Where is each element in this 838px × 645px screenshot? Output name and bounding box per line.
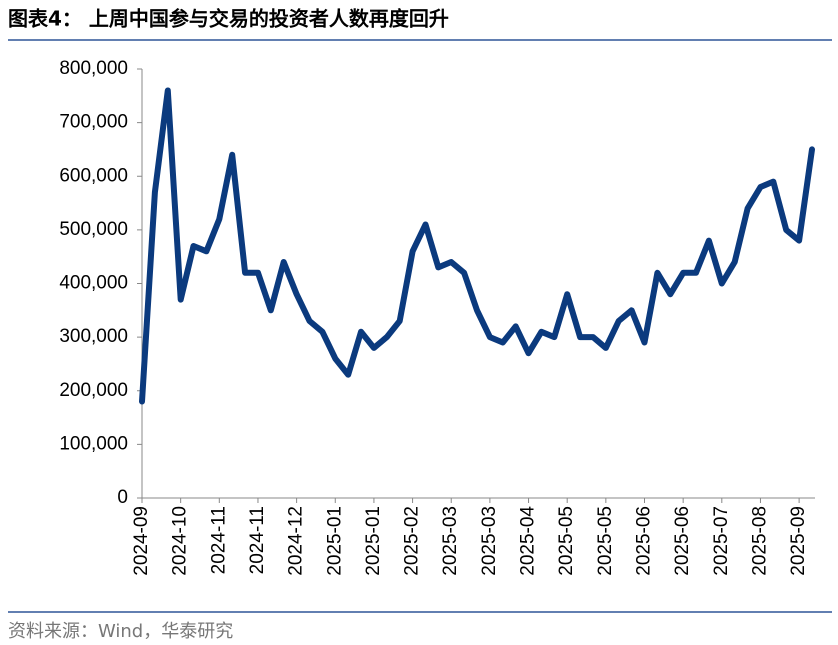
x-tick-label: 2025-04	[518, 506, 539, 576]
x-tick-label: 2025-07	[711, 506, 732, 576]
chart-title: 图表4： 上周中国参与交易的投资者人数再度回升	[8, 7, 449, 31]
x-tick-label: 2025-05	[556, 506, 577, 576]
x-tick-label: 2025-01	[324, 506, 345, 576]
y-tick-label: 600,000	[59, 165, 128, 186]
x-tick-label: 2025-06	[672, 506, 693, 576]
x-tick-label: 2025-03	[440, 506, 461, 576]
x-tick-label: 2025-02	[402, 506, 423, 576]
x-tick-label: 2024-09	[131, 506, 152, 576]
x-tick-label: 2025-09	[788, 506, 809, 576]
x-tick-label: 2024-12	[286, 506, 307, 576]
x-tick-label: 2025-05	[595, 506, 616, 576]
x-tick-label: 2025-01	[363, 506, 384, 576]
x-tick-label: 2024-11	[208, 506, 229, 574]
x-tick-label: 2025-08	[749, 506, 770, 576]
series-line	[139, 87, 815, 405]
y-tick-label: 400,000	[59, 273, 128, 294]
source-note: 资料来源：Wind，华泰研究	[8, 621, 233, 642]
y-tick-label: 700,000	[59, 112, 128, 133]
x-tick-label: 2025-06	[634, 506, 655, 576]
x-tick-label: 2024-11	[247, 506, 268, 574]
y-tick-label: 800,000	[59, 58, 128, 79]
y-tick-label: 200,000	[59, 380, 128, 401]
x-tick-label: 2025-03	[479, 506, 500, 576]
y-tick-label: 0	[117, 487, 128, 508]
y-tick-label: 300,000	[59, 326, 128, 347]
y-tick-label: 500,000	[59, 219, 128, 240]
y-tick-label: 100,000	[59, 433, 128, 454]
x-tick-label: 2024-10	[170, 506, 191, 576]
